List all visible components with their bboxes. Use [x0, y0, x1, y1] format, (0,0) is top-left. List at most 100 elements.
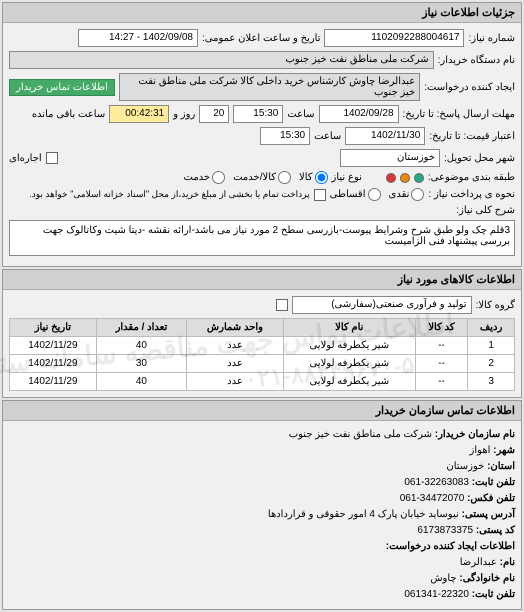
province-value: خوزستان	[446, 461, 484, 472]
table-header: ردیف	[468, 319, 515, 337]
table-header: تعداد / مقدار	[96, 319, 186, 337]
buyer-org-field: شرکت ملی مناطق نفت خیز جنوب	[9, 51, 434, 69]
city-value: اهواز	[470, 445, 491, 456]
table-cell: --	[415, 373, 468, 391]
table-cell: عدد	[187, 373, 284, 391]
radio-goods-service-input[interactable]	[278, 171, 291, 184]
phone2-value: 22320-061341	[404, 589, 469, 600]
rental-label: اجاره‌ای	[9, 153, 42, 164]
number-field: 1102092288004617	[324, 29, 464, 47]
need-type-label: نوع نیاز	[332, 172, 362, 183]
table-cell: 2	[468, 355, 515, 373]
number-label: شماره نیاز:	[468, 33, 515, 44]
name-value: عبدالرضا	[460, 557, 497, 568]
need-type-radio-group: کالا کالا/خدمت خدمت	[184, 171, 328, 184]
radio-goods-service-label: کالا/خدمت	[233, 172, 276, 183]
table-header: کد کالا	[415, 319, 468, 337]
payment-note: پرداخت تمام یا بخشی از مبلغ خرید،از محل …	[29, 189, 309, 200]
postal-value: 6173873375	[417, 525, 473, 536]
table-header: واحد شمارش	[187, 319, 284, 337]
phone2-label: تلفن ثابت:	[472, 589, 515, 600]
table-header: نام کالا	[283, 319, 415, 337]
radio-goods[interactable]: کالا	[299, 171, 328, 184]
radio-cash-label: نقدی	[389, 189, 410, 200]
table-cell: --	[415, 337, 468, 355]
radio-goods-input[interactable]	[315, 171, 328, 184]
radio-service-input[interactable]	[212, 171, 225, 184]
valid-label: اعتبار قیمت: تا تاریخ:	[429, 131, 515, 142]
table-cell: 3	[468, 373, 515, 391]
table-row: 2--شیر یکطرفه لولاییعدد301402/11/29	[10, 355, 515, 373]
table-row: 3--شیر یکطرفه لولاییعدد401402/11/29	[10, 373, 515, 391]
remain-days-label: روز و	[173, 109, 195, 120]
table-header: تاریخ نیاز	[10, 319, 97, 337]
remain-time-field: 00:42:31	[109, 105, 169, 123]
province-label: استان:	[487, 461, 515, 472]
contact-section: نام سازمان خریدار: شرکت ملی مناطق نفت خی…	[3, 421, 521, 609]
radio-cash[interactable]: نقدی	[389, 188, 425, 201]
table-cell: شیر یکطرفه لولایی	[283, 373, 415, 391]
time-label-2: ساعت	[314, 131, 341, 142]
panel-header-need-info: جزئیات اطلاعات نیاز	[3, 3, 521, 23]
dot-orange-icon	[400, 173, 410, 183]
table-cell: 1402/11/29	[10, 373, 97, 391]
table-cell: عدد	[187, 337, 284, 355]
address-value: نیوساید خیابان پارک 4 امور حقوقی و قرارد…	[268, 509, 459, 520]
table-cell: --	[415, 355, 468, 373]
group-checkbox[interactable]	[276, 299, 288, 311]
dot-green-icon	[414, 173, 424, 183]
org-value: شرکت ملی مناطق نفت خیز جنوب	[289, 429, 432, 440]
deadline-time-field: 15:30	[233, 105, 283, 123]
table-cell: شیر یکطرفه لولایی	[283, 337, 415, 355]
desc-label: شرح کلی نیاز:	[456, 205, 515, 216]
radio-goods-label: کالا	[299, 172, 313, 183]
creator-section-label: اطلاعات ایجاد کننده درخواست:	[386, 541, 515, 552]
creator-field: عبدالرضا چاوش کارشناس خرید داخلی کالا شر…	[119, 73, 420, 101]
table-cell: عدد	[187, 355, 284, 373]
table-cell: 1402/11/29	[10, 355, 97, 373]
radio-goods-service[interactable]: کالا/خدمت	[233, 171, 291, 184]
panel-header-contact: اطلاعات تماس سازمان خریدار	[3, 401, 521, 421]
table-cell: 30	[96, 355, 186, 373]
rental-checkbox[interactable]	[46, 152, 58, 164]
table-cell: 40	[96, 373, 186, 391]
delivery-city-label: شهر محل تحویل:	[444, 153, 515, 164]
budget-label: طبقه بندی موضوعی:	[428, 172, 515, 183]
org-label: نام سازمان خریدار:	[435, 429, 515, 440]
datetime-label: تاریخ و ساعت اعلان عمومی:	[202, 33, 321, 44]
lastname-value: چاوش	[430, 573, 456, 584]
deadline-label: مهلت ارسال پاسخ: تا تاریخ:	[403, 109, 515, 120]
buyer-org-label: نام دستگاه خریدار:	[438, 55, 515, 66]
creator-label: ایجاد کننده درخواست:	[424, 82, 515, 93]
time-label-1: ساعت	[287, 109, 314, 120]
group-field: تولید و فرآوری صنعتی(سفارشی)	[292, 296, 472, 314]
delivery-city-field: خوزستان	[340, 149, 440, 167]
dot-red-icon	[386, 173, 396, 183]
radio-installment[interactable]: اقساطی	[330, 188, 381, 201]
radio-installment-input[interactable]	[368, 188, 381, 201]
radio-cash-input[interactable]	[411, 188, 424, 201]
table-cell: شیر یکطرفه لولایی	[283, 355, 415, 373]
payment-radio-group: نقدی اقساطی	[330, 188, 425, 201]
deadline-date-field: 1402/09/28	[319, 105, 399, 123]
phone-value: 32263083-061	[404, 477, 469, 488]
table-cell: 1402/11/29	[10, 337, 97, 355]
city-label: شهر:	[493, 445, 515, 456]
remain-label: ساعت باقی مانده	[32, 109, 105, 120]
postal-label: کد پستی:	[476, 525, 515, 536]
fax-value: 34472070-061	[400, 493, 465, 504]
desc-text: 3قلم چک ولو طبق شرح وشرایط پیوست-بازرسی …	[9, 220, 515, 256]
address-label: آدرس پستی:	[462, 509, 515, 520]
radio-installment-label: اقساطی	[330, 189, 366, 200]
radio-service[interactable]: خدمت	[184, 171, 226, 184]
payment-label: نحوه ی پرداخت نیاز :	[428, 189, 515, 200]
group-label: گروه کالا:	[476, 300, 515, 311]
remain-days-field: 20	[199, 105, 229, 123]
table-cell: 1	[468, 337, 515, 355]
treasury-checkbox[interactable]	[314, 189, 326, 201]
phone-label: تلفن ثابت:	[472, 477, 515, 488]
datetime-field: 1402/09/08 - 14:27	[78, 29, 198, 47]
valid-date-field: 1402/11/30	[345, 127, 425, 145]
contact-buyer-button[interactable]: اطلاعات تماس خریدار	[9, 79, 115, 96]
table-row: 1--شیر یکطرفه لولاییعدد401402/11/29	[10, 337, 515, 355]
